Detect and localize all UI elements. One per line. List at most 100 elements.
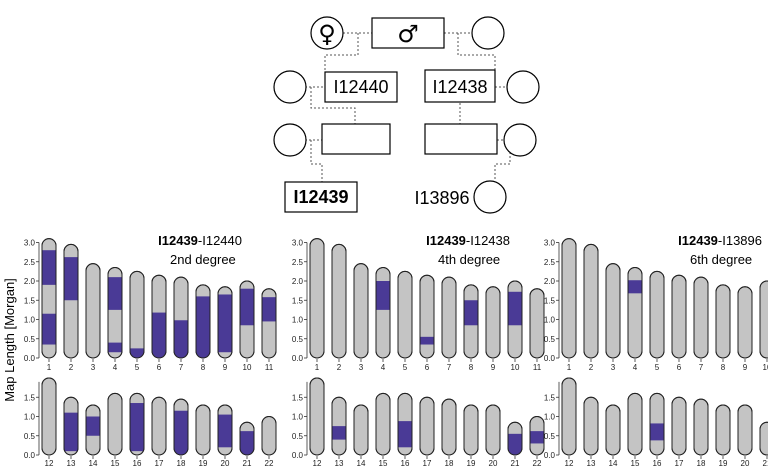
y-tick-label: 0.5 bbox=[292, 335, 304, 344]
y-tick-label: 1.5 bbox=[292, 393, 304, 402]
chromosome-label-4: 4 bbox=[633, 363, 638, 372]
chromosome-outline bbox=[605, 263, 621, 359]
pair-title: I12439-I13896 bbox=[678, 233, 762, 248]
chromosome-6 bbox=[671, 274, 687, 359]
ibd-segment bbox=[650, 423, 664, 441]
chromosome-outline bbox=[419, 396, 435, 456]
y-tick-label: 1.0 bbox=[292, 316, 304, 325]
chromosome-15-body bbox=[107, 392, 123, 456]
individual-i12440-box bbox=[324, 71, 398, 103]
chromosome-2 bbox=[583, 243, 599, 359]
chromosome-outline bbox=[309, 377, 325, 456]
chromosome-outline bbox=[261, 416, 277, 456]
chromosome-outline bbox=[41, 238, 57, 359]
chromosome-21-body bbox=[759, 421, 768, 456]
chromosome-5 bbox=[397, 270, 413, 359]
ibd-segment bbox=[376, 281, 390, 310]
chromosome-7-body bbox=[693, 276, 709, 359]
chromosome-6 bbox=[419, 274, 435, 359]
chromosome-label-14: 14 bbox=[357, 459, 366, 468]
chromosome-14-body bbox=[605, 404, 621, 456]
chromosome-outline bbox=[261, 288, 277, 359]
chromosome-2-body bbox=[583, 243, 599, 359]
ibd-segment bbox=[130, 403, 144, 452]
chromosome-outline bbox=[217, 404, 233, 456]
chromosome-outline bbox=[173, 398, 189, 456]
chromosome-2-body bbox=[331, 243, 347, 359]
chromosome-label-15: 15 bbox=[379, 459, 388, 468]
chromosome-label-2: 2 bbox=[589, 363, 594, 372]
pair-title-rest: -I12438 bbox=[466, 233, 510, 248]
chromosome-outline bbox=[419, 274, 435, 359]
chromosome-label-3: 3 bbox=[91, 363, 96, 372]
chromosome-10 bbox=[759, 280, 768, 359]
female-symbol-icon: ♀ bbox=[318, 20, 336, 48]
chromosome-outline bbox=[441, 276, 457, 359]
ibd-segment bbox=[262, 297, 276, 322]
chromosome-8-body bbox=[715, 284, 731, 359]
chromosome-label-6: 6 bbox=[157, 363, 162, 372]
chromosome-16 bbox=[397, 392, 413, 456]
chromosome-label-12: 12 bbox=[313, 459, 322, 468]
chromosome-17-body bbox=[151, 396, 167, 456]
chromosome-outline bbox=[485, 404, 501, 456]
chromosome-8 bbox=[463, 284, 479, 359]
chromosome-3 bbox=[353, 263, 369, 359]
chromosome-label-11: 11 bbox=[533, 363, 542, 372]
chromosome-16 bbox=[129, 392, 145, 456]
chromosome-13 bbox=[63, 396, 79, 456]
y-tick-label: 2.0 bbox=[292, 277, 304, 286]
chromosome-outline bbox=[583, 396, 599, 456]
chromosome-label-1: 1 bbox=[315, 363, 320, 372]
individual-i12439-box bbox=[284, 181, 358, 213]
individual-i12439-label: I12439 bbox=[293, 187, 348, 207]
y-tick-label: 0.5 bbox=[544, 335, 556, 344]
chromosome-outline bbox=[331, 396, 347, 456]
chromosome-1 bbox=[309, 238, 325, 359]
chromosome-outline bbox=[41, 377, 57, 456]
chromosome-label-9: 9 bbox=[743, 363, 748, 372]
chromosome-19-body bbox=[715, 404, 731, 456]
y-tick-label: 1.0 bbox=[24, 413, 36, 422]
pair-title-bold: I12439 bbox=[158, 233, 198, 248]
chromosome-19-body bbox=[195, 404, 211, 456]
chromosome-outline bbox=[693, 276, 709, 359]
y-tick-label: 1.0 bbox=[544, 316, 556, 325]
chromosome-label-22: 22 bbox=[265, 459, 274, 468]
chromosome-17-body bbox=[419, 396, 435, 456]
chromosome-19 bbox=[715, 404, 731, 456]
chromosome-label-4: 4 bbox=[113, 363, 118, 372]
chromosome-3 bbox=[605, 263, 621, 359]
chromosome-label-5: 5 bbox=[655, 363, 660, 372]
chromosome-3 bbox=[85, 263, 101, 359]
chromosome-9 bbox=[485, 286, 501, 359]
chromosome-19 bbox=[195, 404, 211, 456]
y-tick-label: 1.5 bbox=[292, 296, 304, 305]
chromosome-13 bbox=[331, 396, 347, 456]
chromosome-14 bbox=[85, 404, 101, 456]
chromosome-13-body bbox=[583, 396, 599, 456]
chromosome-outline bbox=[605, 404, 621, 456]
chromosome-20-body bbox=[485, 404, 501, 456]
chromosome-label-1: 1 bbox=[47, 363, 52, 372]
pair-title-rest: -I13896 bbox=[718, 233, 762, 248]
chromosome-9 bbox=[737, 286, 753, 359]
male-ancestor-box bbox=[371, 17, 445, 49]
chromosome-label-21: 21 bbox=[511, 459, 520, 468]
chromosome-label-21: 21 bbox=[763, 459, 768, 468]
chromosome-outline bbox=[759, 421, 768, 456]
y-axis-label: Map Length [Morgan] bbox=[2, 278, 17, 402]
chromosome-outline bbox=[331, 243, 347, 359]
chromosome-3-body bbox=[605, 263, 621, 359]
chromosome-outline bbox=[485, 286, 501, 359]
female-ancestor-circle bbox=[310, 16, 344, 50]
chromosome-8 bbox=[195, 284, 211, 359]
chromosome-label-9: 9 bbox=[491, 363, 496, 372]
ibd-segment bbox=[464, 300, 478, 326]
chromosome-label-7: 7 bbox=[447, 363, 452, 372]
chromosome-label-16: 16 bbox=[133, 459, 142, 468]
y-tick-label: 1.5 bbox=[24, 296, 36, 305]
degree-label: 6th degree bbox=[690, 252, 752, 267]
chromosome-12 bbox=[561, 377, 577, 456]
y-tick-label: 1.5 bbox=[544, 296, 556, 305]
